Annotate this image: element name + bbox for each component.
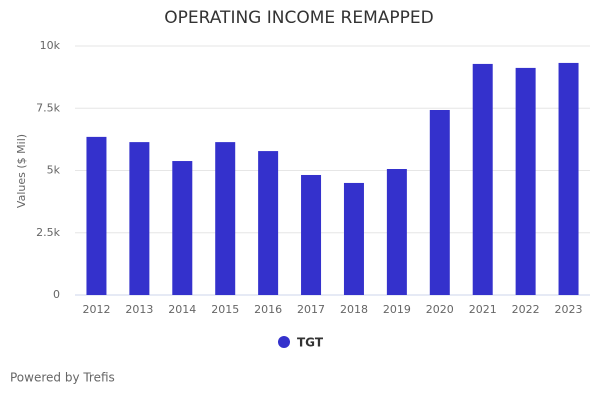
x-tick-label: 2018 (340, 303, 368, 316)
y-tick-label: 5k (47, 164, 61, 177)
x-tick-label: 2019 (383, 303, 411, 316)
legend-marker (278, 336, 290, 348)
bar (343, 182, 364, 295)
x-tick-label: 2022 (512, 303, 540, 316)
y-tick-label: 10k (40, 39, 61, 52)
bar (558, 62, 579, 295)
x-tick-label: 2020 (426, 303, 454, 316)
x-tick-label: 2015 (211, 303, 239, 316)
y-tick-label: 7.5k (36, 101, 60, 114)
bar (472, 63, 493, 295)
bar (129, 142, 150, 295)
x-tick-label: 2023 (555, 303, 583, 316)
x-tick-label: 2012 (82, 303, 110, 316)
bar (515, 67, 536, 295)
legend-label: TGT (297, 336, 324, 350)
x-tick-label: 2014 (168, 303, 196, 316)
bar (386, 169, 407, 295)
bar (258, 151, 279, 295)
bar (215, 142, 236, 295)
bar (172, 161, 193, 295)
y-tick-label: 0 (53, 288, 60, 301)
footer: Powered by Trefis (10, 371, 115, 385)
chart-title: OPERATING INCOME REMAPPED (164, 8, 433, 28)
x-tick-label: 2016 (254, 303, 282, 316)
y-axis-label: Values ($ Mil) (15, 134, 28, 208)
bar (86, 136, 107, 295)
bar (301, 174, 322, 295)
y-tick-label: 2.5k (36, 226, 60, 239)
x-tick-label: 2013 (125, 303, 153, 316)
x-tick-label: 2021 (469, 303, 497, 316)
bar (429, 109, 450, 295)
x-tick-label: 2017 (297, 303, 325, 316)
